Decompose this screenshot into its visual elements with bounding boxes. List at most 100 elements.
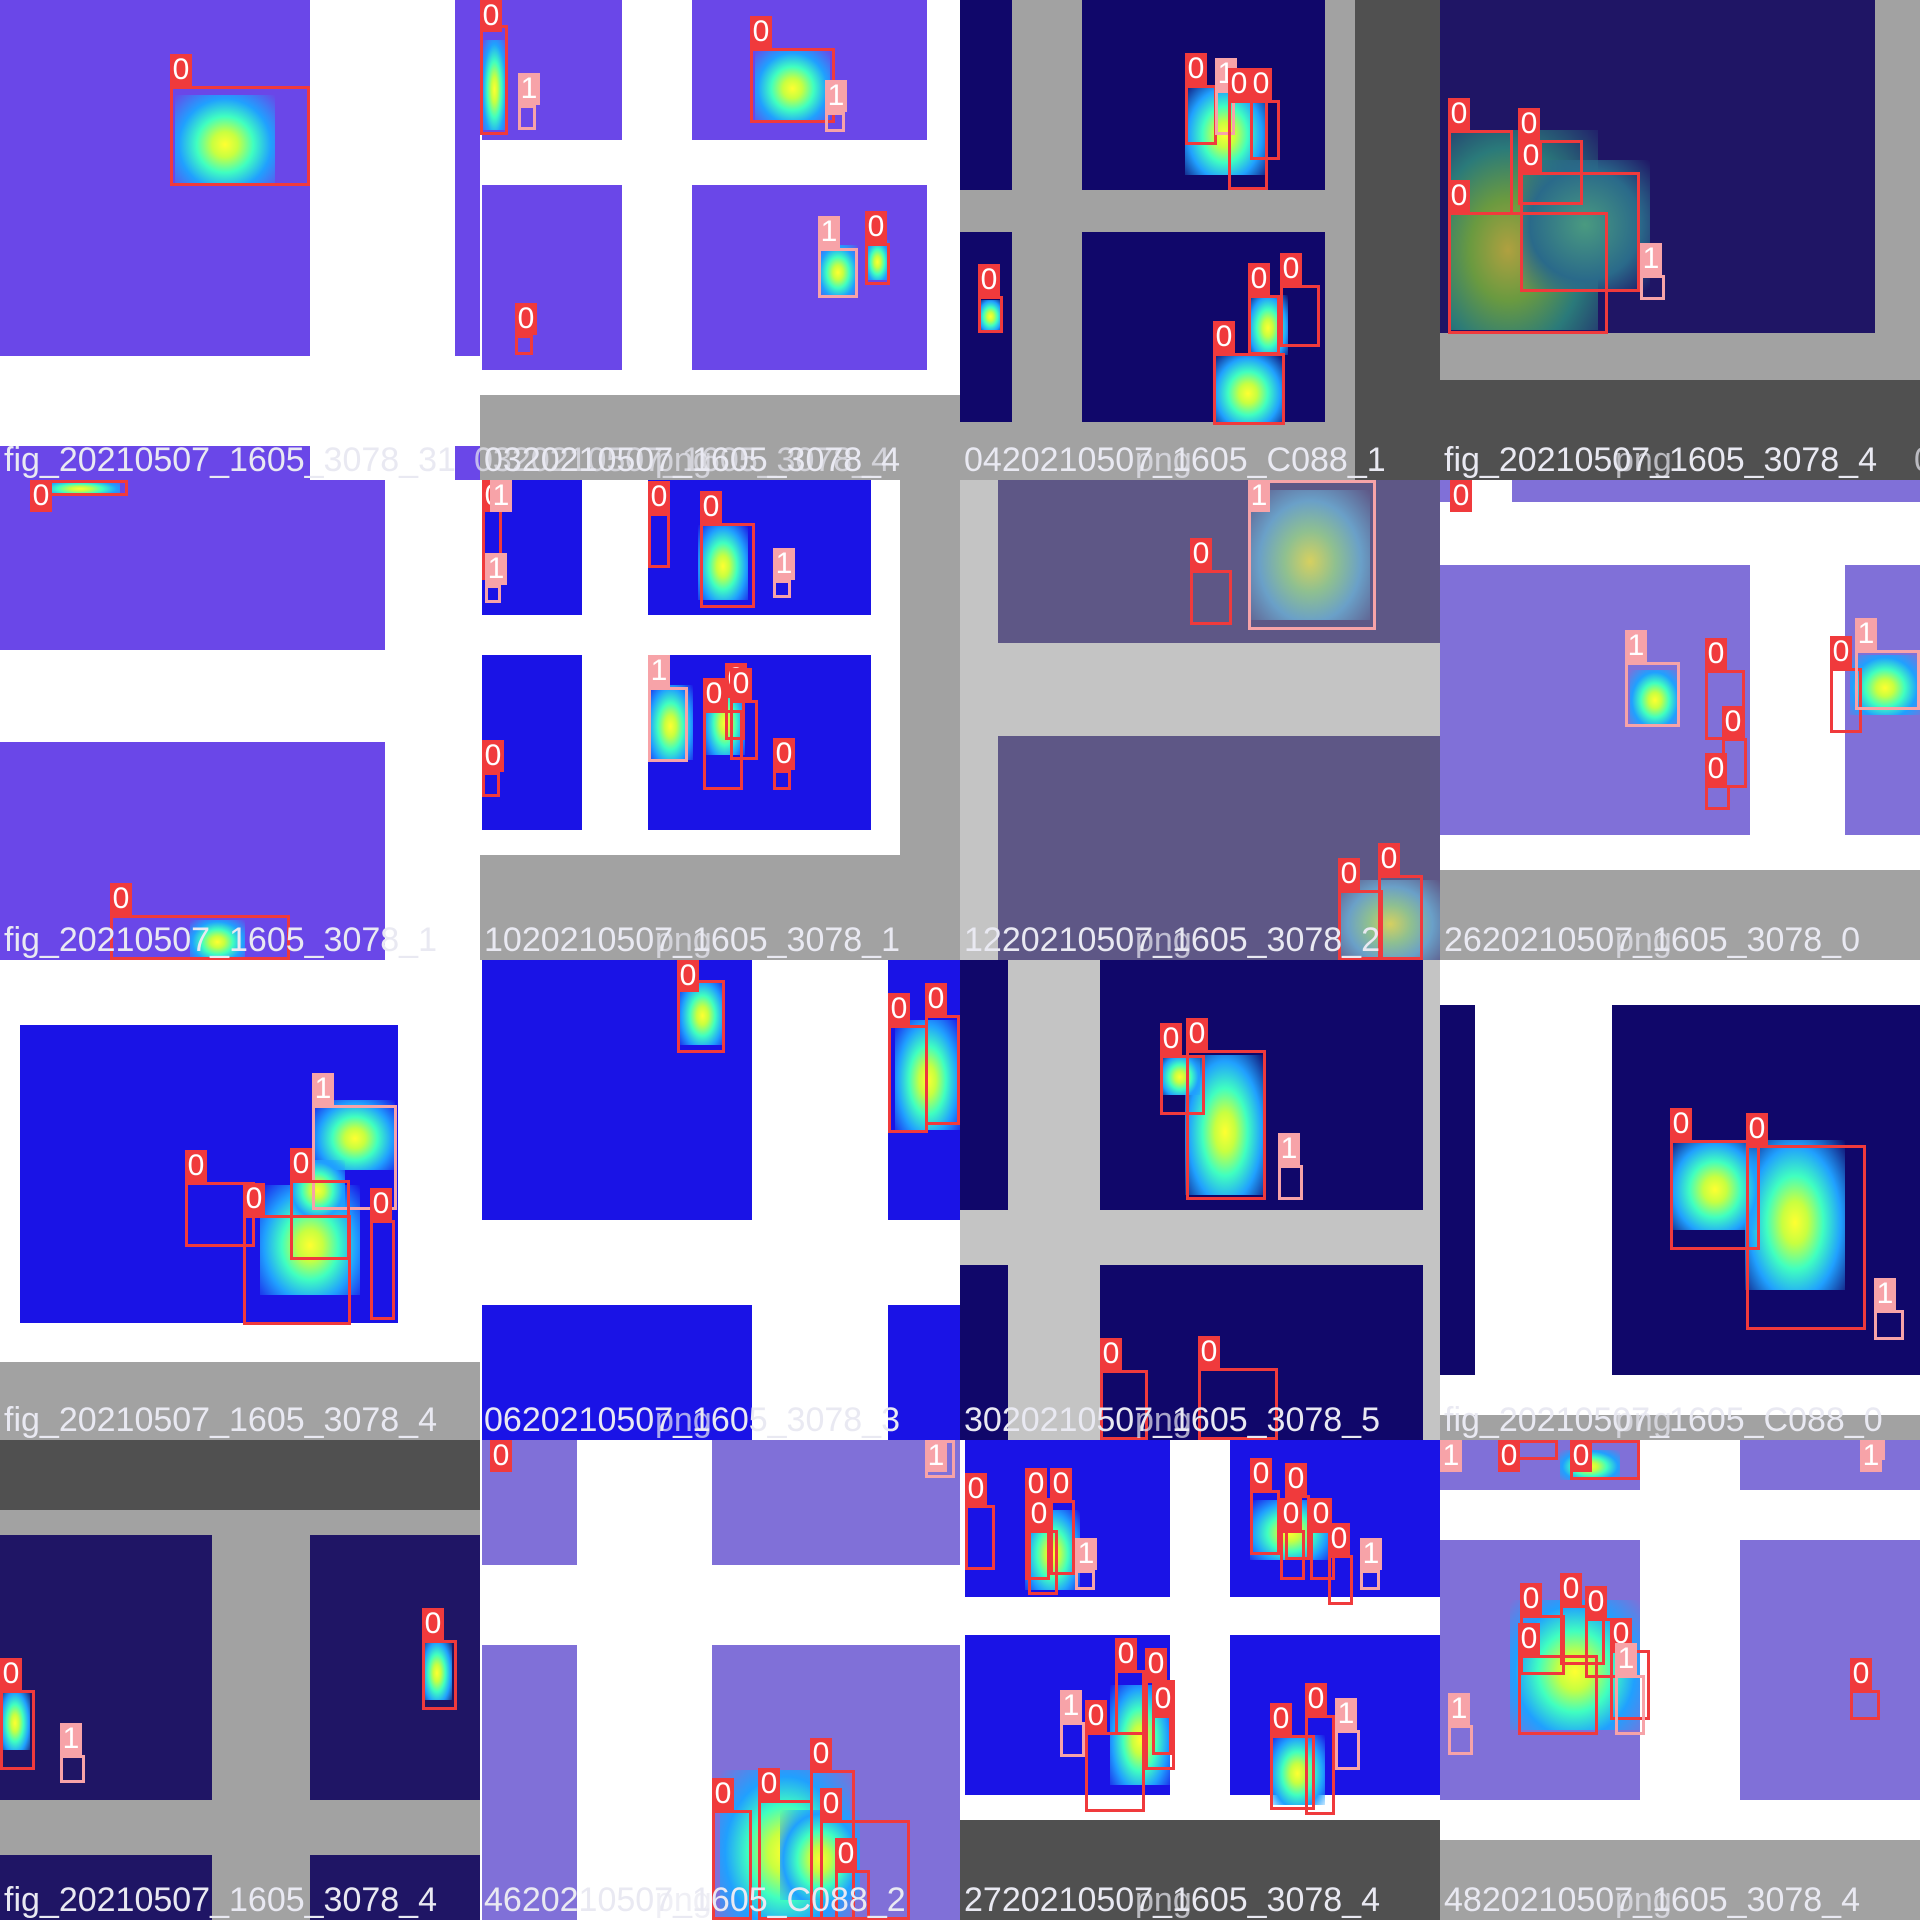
filename-caption: fig_20210507_1605_3078_31 xyxy=(4,441,456,479)
filename-caption: 0320210507_1605_3078_4 xyxy=(484,441,901,479)
class-label-tag: 1 xyxy=(1615,1643,1637,1675)
bounding-box xyxy=(773,770,791,790)
filename-caption: png xyxy=(1135,1401,1192,1439)
class-label-tag: 0 xyxy=(482,740,504,772)
bounding-box xyxy=(0,1690,35,1770)
class-label-tag: 0 xyxy=(925,983,947,1015)
bounding-box xyxy=(825,112,845,132)
class-label-tag: 0 xyxy=(1328,1523,1350,1555)
class-label-tag: 0 xyxy=(1705,753,1727,785)
bounding-box xyxy=(1028,1530,1058,1595)
bounding-box xyxy=(482,772,500,797)
heatmap-panel xyxy=(0,1440,480,1510)
bounding-box xyxy=(773,580,791,598)
heatmap-panel xyxy=(960,1265,1008,1440)
bounding-box xyxy=(1280,1530,1305,1580)
bounding-box xyxy=(1855,650,1920,710)
class-label-tag: 0 xyxy=(1722,706,1744,738)
filename-caption: fig_20210507_1605_3078_4 xyxy=(4,1881,438,1919)
bounding-box xyxy=(370,1220,395,1320)
bounding-box xyxy=(1746,1145,1866,1330)
bounding-box xyxy=(818,248,858,298)
filename-caption: 1220210507_1605_3078_2 xyxy=(964,921,1381,959)
class-label-tag: 0 xyxy=(700,491,722,523)
heat-blob xyxy=(482,40,507,130)
heat-blob xyxy=(818,245,858,295)
bounding-box xyxy=(1075,1570,1095,1590)
heatmap-panel xyxy=(960,960,1008,1210)
heatmap-panel xyxy=(960,0,1012,190)
heat-blob xyxy=(0,1690,30,1750)
bounding-box xyxy=(1360,1570,1380,1590)
bounding-box xyxy=(485,585,501,603)
filename-caption: 3020210507_1605_3078_5 xyxy=(964,1401,1381,1439)
class-label-tag: 0 xyxy=(1100,1338,1122,1370)
bounding-box xyxy=(515,335,533,355)
heatmap-panel xyxy=(1440,565,1750,835)
heatmap-panel xyxy=(480,395,960,480)
class-label-tag: 0 xyxy=(965,1473,987,1505)
class-label-tag: 0 xyxy=(1705,638,1727,670)
class-label-tag: 0 xyxy=(888,993,910,1025)
class-label-tag: 0 xyxy=(185,1150,207,1182)
class-label-tag: 0 xyxy=(1338,858,1360,890)
class-label-tag: 0 xyxy=(1518,108,1540,140)
bounding-box xyxy=(1670,1140,1760,1250)
class-label-tag: 0 xyxy=(1248,263,1270,295)
bounding-box xyxy=(1160,1055,1205,1115)
class-label-tag: 0 xyxy=(480,0,502,32)
bounding-box xyxy=(1830,668,1862,733)
class-label-tag: 0 xyxy=(1280,1498,1302,1530)
filename-caption: png xyxy=(655,1881,712,1919)
heat-blob xyxy=(978,300,1003,330)
heatmap-panel xyxy=(1512,480,1920,502)
heatmap-panel xyxy=(1740,1440,1920,1490)
bounding-box xyxy=(978,296,1003,333)
heat-blob xyxy=(315,1100,395,1170)
bounding-box xyxy=(1250,100,1280,160)
filename-caption: fig_20210507_1605_3078_4 xyxy=(4,1401,438,1439)
class-label-tag: 1 xyxy=(312,1073,334,1105)
class-label-tag: 0 xyxy=(703,678,725,710)
class-label-tag: 1 xyxy=(1360,1538,1382,1570)
bounding-box xyxy=(1085,1732,1145,1812)
class-label-tag: 0 xyxy=(835,1838,857,1870)
class-label-tag: 1 xyxy=(818,216,840,248)
class-label-tag: 0 xyxy=(820,1788,842,1820)
bounding-box xyxy=(1278,1165,1303,1200)
class-label-tag: 1 xyxy=(485,553,507,585)
filename-caption: png xyxy=(1615,1881,1672,1919)
class-label-tag: 1 xyxy=(1860,1440,1882,1472)
bounding-box xyxy=(1145,1680,1175,1770)
heatmap-panel xyxy=(1355,0,1440,480)
class-label-tag: 0 xyxy=(1185,53,1207,85)
bounding-box xyxy=(518,105,536,130)
bounding-box xyxy=(1198,1368,1278,1440)
bounding-box xyxy=(1215,90,1235,135)
class-label-tag: 0 xyxy=(1213,321,1235,353)
class-label-tag: 0 xyxy=(1198,1336,1220,1368)
bounding-box xyxy=(1560,1605,1605,1665)
bounding-box xyxy=(677,980,725,1053)
heatmap-panel xyxy=(482,1305,752,1440)
class-label-tag: 0 xyxy=(422,1608,444,1640)
class-label-tag: 0 xyxy=(490,1440,512,1472)
bounding-box xyxy=(312,1105,397,1210)
filename-caption: png xyxy=(1135,441,1192,479)
class-label-tag: 0 xyxy=(1115,1638,1137,1670)
class-label-tag: 0 xyxy=(1585,1586,1607,1618)
class-label-tag: 0 xyxy=(773,738,795,770)
bounding-box xyxy=(1213,353,1285,425)
filename-caption: 4620210507_1605_C088_2 xyxy=(484,1881,906,1919)
bounding-box xyxy=(1250,1490,1280,1555)
filename-caption: fig_20210507_1605_3078_4 xyxy=(1444,441,1878,479)
class-label-tag: 0 xyxy=(1305,1683,1327,1715)
class-label-tag: 0 xyxy=(1520,140,1542,172)
heatmap-panel xyxy=(455,0,480,356)
class-label-tag: 0 xyxy=(712,1778,734,1810)
filename-caption: 2620210507_1605_3078_0 xyxy=(1444,921,1861,959)
filename-caption: png xyxy=(655,441,712,479)
